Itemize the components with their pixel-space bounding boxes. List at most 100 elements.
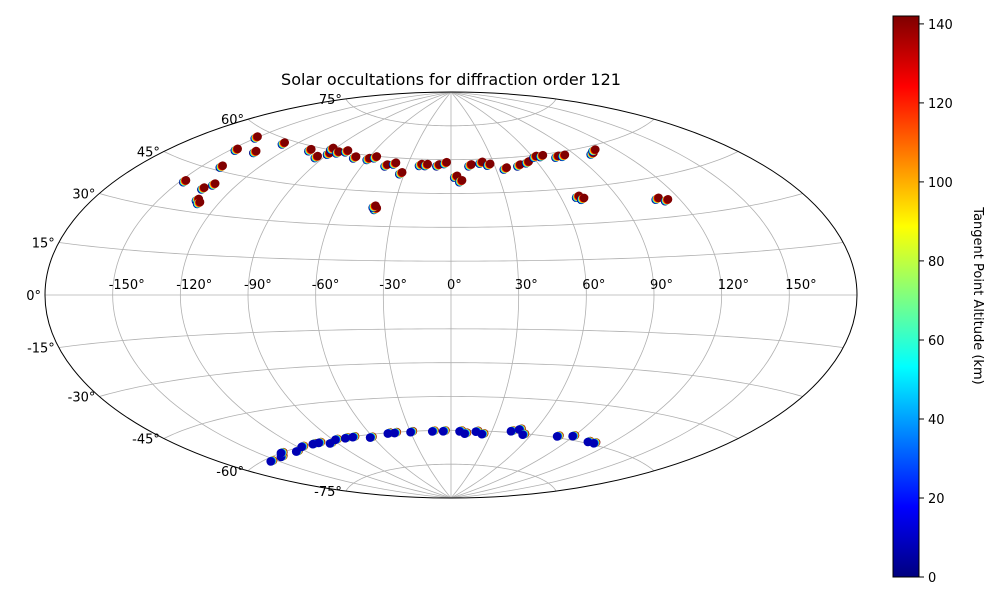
occultation-point [210, 179, 220, 188]
occultation-point [506, 427, 516, 436]
occultation-point [457, 176, 467, 185]
colorbar-tick-label: 20 [928, 492, 945, 507]
occultation-point [233, 144, 242, 154]
occultation-point [365, 433, 375, 442]
lat-tick-label: -75° [314, 485, 342, 500]
lat-tick-label: 45° [137, 146, 160, 161]
occultation-point [313, 151, 323, 161]
occultation-point [560, 150, 570, 160]
occultation-point [351, 152, 361, 161]
occultation-point [589, 439, 598, 448]
parallel-line [99, 193, 803, 228]
lat-tick-label: 30° [72, 188, 95, 203]
occultation-point [251, 146, 261, 156]
colorbar-tick-label: 60 [928, 334, 945, 349]
occultation-point [195, 197, 205, 207]
parallel-line [247, 118, 655, 161]
map-boundary [44, 91, 858, 499]
occultation-point [654, 193, 663, 203]
colorbar-tick-label: 0 [928, 571, 936, 586]
occultation-point [181, 176, 191, 185]
occultation-point [343, 146, 353, 155]
occultation-point [276, 448, 286, 458]
parallel-line [163, 396, 739, 439]
occultation-point [485, 159, 495, 169]
parallel-line [58, 328, 844, 348]
occultation-point [200, 183, 209, 192]
occultation-point [266, 457, 276, 466]
colorbar: 0 20 40 60 80 100 120 140 Tangent Point Altitud… [892, 15, 985, 586]
colorbar-tick-label: 140 [928, 18, 953, 33]
parallel-line [99, 362, 803, 397]
occultation-point [218, 161, 227, 170]
occultation-point [253, 132, 262, 141]
lon-tick-label: -120° [176, 278, 212, 293]
colorbar-tick-label: 120 [928, 97, 953, 112]
occultation-point [502, 163, 512, 172]
occultation-point [518, 430, 527, 440]
occultation-point [406, 427, 415, 437]
occultation-point [314, 438, 323, 448]
occultation-point [442, 157, 452, 167]
parallel-line [163, 151, 739, 194]
parallel-line [345, 463, 557, 492]
lat-tick-label: 15° [32, 237, 55, 252]
occultation-point [427, 427, 437, 436]
occultation-points [178, 132, 673, 466]
occultation-point [383, 429, 393, 438]
occultation-point [372, 152, 382, 161]
graticule [45, 91, 857, 499]
chart-title: Solar occultations for diffraction order… [281, 70, 621, 89]
lon-tick-label: 150° [785, 278, 816, 293]
occultation-point [538, 150, 548, 160]
occultation-point [331, 435, 340, 445]
lat-tick-label: -45° [132, 433, 160, 448]
colorbar-ticks: 0 20 40 60 80 100 120 140 [919, 18, 953, 586]
occultation-point [307, 144, 316, 154]
lon-tick-label: 0° [447, 278, 462, 293]
lon-tick-label: -90° [244, 278, 272, 293]
lon-tick-label: -60° [312, 278, 340, 293]
lon-tick-label: -30° [379, 278, 407, 293]
lat-tick-label: 60° [221, 113, 244, 128]
lat-tick-label: 75° [319, 93, 342, 108]
lon-tick-label: 120° [718, 278, 749, 293]
colorbar-tick-label: 100 [928, 176, 953, 191]
occultation-point [663, 195, 673, 204]
lat-tick-label: -60° [216, 465, 244, 480]
occultation-point [552, 432, 562, 441]
colorbar-gradient [892, 15, 920, 578]
occultation-point [297, 442, 306, 452]
occultation-point [579, 193, 589, 203]
parallel-line [345, 98, 557, 127]
lat-tick-label: 0° [26, 289, 41, 304]
occultation-point [391, 158, 401, 167]
occultation-point [348, 432, 358, 442]
occultation-point [371, 201, 380, 210]
lat-tick-label: -15° [27, 342, 55, 357]
occultation-point [390, 428, 399, 438]
occultation-point [397, 168, 407, 177]
parallel-line [58, 242, 844, 262]
lon-tick-label: 30° [515, 278, 538, 293]
lat-tick-label: -30° [68, 391, 96, 406]
occultation-point [280, 138, 290, 147]
lon-tick-label: 60° [582, 278, 605, 293]
colorbar-label: Tangent Point Altitude (km) [970, 206, 985, 384]
occultation-point [460, 429, 469, 439]
occultation-point [568, 431, 577, 441]
occultation-point [423, 159, 433, 169]
occultation-point [438, 427, 448, 436]
occultation-point [467, 160, 476, 169]
colorbar-tick-label: 80 [928, 255, 945, 270]
occultation-point [340, 434, 350, 443]
latitude-tick-labels: 75° 60° 45° 30° 15° 0° -15° -30° -45° -60° -75° [26, 93, 342, 500]
longitude-tick-labels: -150° -120° -90° -60° -30° 0° 30° 60° 90° 120° 150… [109, 278, 817, 293]
colorbar-tick-label: 40 [928, 413, 945, 428]
lon-tick-label: -150° [109, 278, 145, 293]
occultation-point [477, 429, 487, 439]
occultation-point [591, 145, 600, 154]
lon-tick-label: 90° [650, 278, 673, 293]
